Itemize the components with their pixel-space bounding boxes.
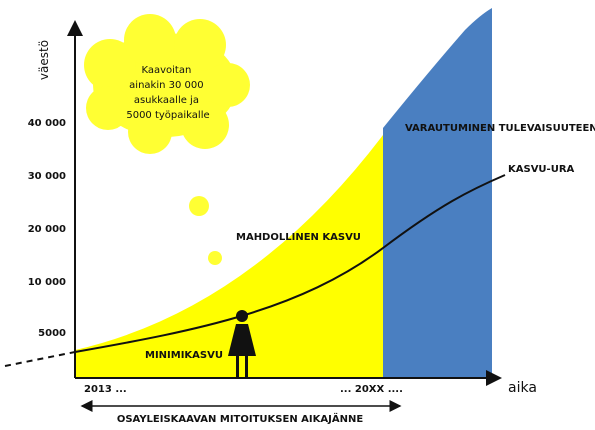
y-tick-label: 20 000 <box>28 224 66 235</box>
yellow-region <box>75 135 383 378</box>
blue-region <box>383 8 492 378</box>
thought-cloud <box>84 14 250 265</box>
y-tick-label: 5000 <box>38 328 66 339</box>
curve-dashed <box>4 351 76 367</box>
bottom-label: MINIMIKASVU <box>145 350 223 361</box>
x-start-label: 2013 ... <box>84 384 127 395</box>
cloud-text: Kaavoitan ainakin 30 000 asukkaalle ja 5… <box>126 65 209 121</box>
y-tick-label: 40 000 <box>28 118 66 129</box>
person-icon <box>228 310 256 377</box>
y-tick-label: 10 000 <box>28 277 66 288</box>
yellow-label: MAHDOLLINEN KASVU <box>236 232 361 243</box>
growth-curve <box>74 174 506 353</box>
y-axis-label: väestö <box>37 40 51 80</box>
curve-label: KASVU-URA <box>508 164 575 175</box>
y-tick-label: 30 000 <box>28 171 66 182</box>
x-end-label: ... 20XX .... <box>340 384 403 395</box>
x-axis-label: aika <box>508 380 537 396</box>
blue-label: VARAUTUMINEN TULEVAISUUTEEN <box>405 123 595 134</box>
timespan-label: OSAYLEISKAAVAN MITOITUKSEN AIKAJÄNNE <box>117 411 363 425</box>
